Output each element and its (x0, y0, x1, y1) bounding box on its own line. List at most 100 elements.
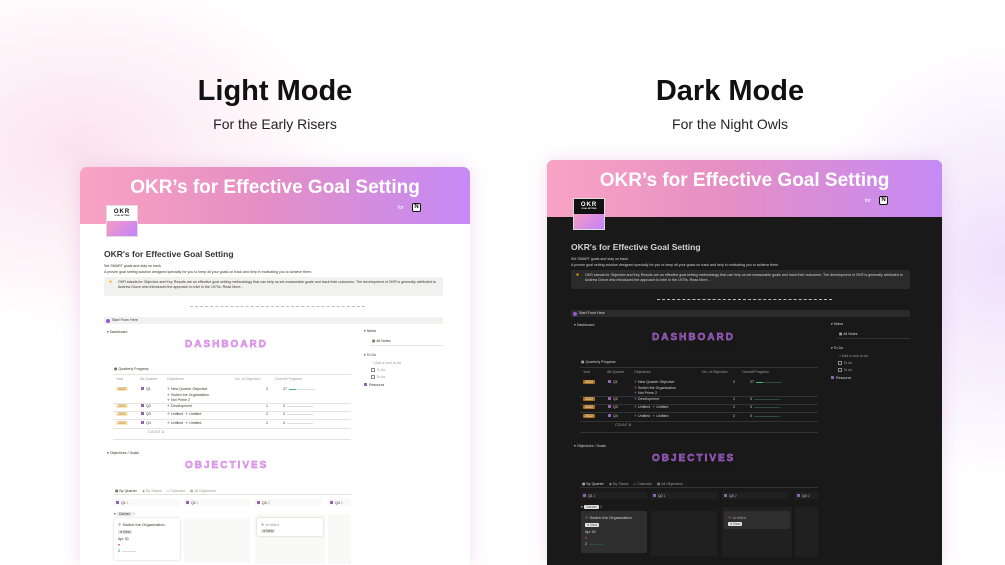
start-icon (573, 311, 577, 316)
group-career[interactable]: ▾ Career 2 (581, 505, 602, 509)
objectives-toggle[interactable]: ▾ Objectives / Goals (107, 451, 139, 455)
resource-link[interactable]: Resource (364, 383, 384, 387)
tab-by-quarter[interactable]: ▦ By Quarter (582, 482, 604, 486)
table-row[interactable]: 2022 (116, 404, 128, 408)
col-progress[interactable]: Overall Progress (742, 370, 769, 374)
table-row[interactable]: 2022 (583, 380, 595, 384)
progress-cell: 0 (750, 405, 780, 409)
board-column-header[interactable]: Q1 1 (581, 492, 647, 499)
progress-value: 0 (750, 414, 752, 418)
notes-toggle[interactable]: ▾ Notes (364, 329, 377, 333)
dark-mode-preview: OKR’s for Effective Goal Setting OKR GOAL… (547, 160, 942, 565)
objective-card[interactable]: ✢ Untitled ● New (257, 518, 323, 536)
tab-label: Quarterly Progress (118, 367, 149, 371)
notes-toggle[interactable]: ▾ Notes (831, 322, 844, 326)
table-row[interactable]: 2022 (583, 414, 595, 418)
todo-toggle[interactable]: ▾ To Do (831, 346, 844, 350)
board-column-header[interactable]: Q1 1 (114, 499, 180, 506)
objective-link[interactable]: ✢ Switch the Organization (634, 385, 676, 390)
todo-checkbox[interactable] (838, 361, 842, 365)
col-quarter[interactable]: Att Quarter (140, 377, 158, 381)
table-row[interactable]: 2022 (116, 412, 128, 416)
lightbulb-icon: ● (576, 272, 580, 278)
objectives-toggle[interactable]: ▾ Objectives / Goals (574, 444, 606, 448)
todo-label: To Do (833, 346, 844, 350)
objective-link[interactable]: ✢ Development (634, 397, 660, 401)
banner-title: OKR’s for Effective Goal Setting (130, 177, 420, 198)
todo-item: To do (371, 368, 385, 372)
tab-by-quarter[interactable]: ▦ By Quarter (115, 489, 137, 493)
objective-link[interactable]: ✢ Switch the Organization (167, 392, 209, 397)
todo-checkbox[interactable] (371, 368, 375, 372)
board-column-header[interactable]: Q3 2 (255, 499, 321, 506)
board-column-header[interactable]: Q3 2 (722, 492, 788, 499)
objective-card[interactable]: ✢ Switch the Organization ● New Apr 30 ♥… (581, 511, 647, 553)
objective-link[interactable]: ✢ Development (167, 404, 193, 408)
tab-quarterly-progress[interactable]: ▦ Quarterly Progress (581, 360, 616, 364)
tab-all-objectives[interactable]: ▦ All Objectives (657, 482, 683, 486)
col-count[interactable]: No. of Objective (702, 370, 728, 374)
todo-checkbox[interactable] (371, 375, 375, 379)
objective-link[interactable]: ✢ Untitled (167, 412, 184, 416)
table-bottom-border (113, 439, 351, 440)
objective-link[interactable]: ✢ Untitled (634, 414, 651, 418)
col-objectives[interactable]: Objectives (167, 377, 184, 381)
tab-by-status[interactable]: ◉ By Status (609, 482, 629, 486)
board-column-header[interactable]: Q4 2 (795, 492, 818, 499)
progress-bar (287, 422, 313, 424)
all-notes-tab[interactable]: ▦ All Notes (372, 339, 391, 343)
group-count: 2 (599, 505, 602, 509)
col-quarter[interactable]: Att Quarter (607, 370, 625, 374)
start-from-here[interactable]: Start From Here (104, 317, 443, 324)
col-progress[interactable]: Overall Progress (275, 377, 302, 381)
col-year[interactable]: Year (116, 377, 124, 381)
todo-toggle[interactable]: ▾ To Do (364, 353, 377, 357)
objective-link[interactable]: ✢ Untitled (634, 405, 651, 409)
tab-calendar[interactable]: ▭ Calendar (166, 489, 185, 493)
table-row[interactable]: 2022 (583, 397, 595, 401)
start-from-here[interactable]: Start From Here (571, 310, 910, 317)
todo-checkbox[interactable] (838, 368, 842, 372)
heart-icon: ♥ (585, 536, 588, 540)
objective-link[interactable]: ✢ Untitled (652, 414, 669, 418)
objective-name: Switch the Organization (638, 385, 676, 390)
tab-by-status[interactable]: ◉ By Status (142, 489, 162, 493)
tab-all-objectives[interactable]: ▦ All Objectives (190, 489, 216, 493)
col-year[interactable]: Year (583, 370, 591, 374)
board-column-header[interactable]: Q2 1 (184, 499, 250, 506)
table-row[interactable]: 2022 (116, 421, 128, 425)
resource-link[interactable]: Resource (831, 376, 851, 380)
board-column-header[interactable]: Q4 2 (328, 499, 351, 506)
dashboard-toggle[interactable]: ▾ Dashboard (574, 323, 595, 327)
group-career[interactable]: ▾ Career 2 (114, 512, 135, 516)
objectives-heading: OBJECTIVES (652, 453, 736, 464)
row-divider (113, 403, 351, 404)
col-count[interactable]: No. of Objective (235, 377, 261, 381)
add-todo-button[interactable]: + Add a new to-do (839, 354, 869, 358)
table-row[interactable]: 2022 (116, 387, 128, 391)
table-row[interactable]: 2022 (583, 405, 595, 409)
column-count: 2 (340, 500, 343, 505)
all-notes-tab[interactable]: ▦ All Notes (839, 332, 858, 336)
tab-calendar[interactable]: ▭ Calendar (633, 482, 652, 486)
objective-link[interactable]: ✢ Untitled (167, 421, 184, 425)
tab-quarterly-progress[interactable]: ▦ Quarterly Progress (114, 367, 149, 371)
col-objectives[interactable]: Objectives (634, 370, 651, 374)
todo-text: To do (843, 368, 853, 372)
view-label: By Quarter (586, 482, 604, 486)
objective-link[interactable]: ✢ Untitled (185, 412, 202, 416)
objective-link[interactable]: ✢ Untitled (652, 405, 669, 409)
objectives-cell: ✢ Development (634, 397, 661, 401)
count-label: COUNT (615, 423, 628, 427)
objective-link[interactable]: ✢ Untitled (185, 421, 202, 425)
objective-card[interactable]: ✢ Untitled ● New (724, 511, 790, 529)
objective-link[interactable]: ✢ New Quarter Objective (167, 387, 208, 391)
objective-card[interactable]: ✢ Switch the Organization ● New Apr 30 ♥… (114, 518, 180, 560)
objective-link[interactable]: ✢ Not Prime 2 (634, 391, 657, 395)
add-todo-button[interactable]: + Add a new to-do (372, 361, 402, 365)
board-column-header[interactable]: Q2 1 (651, 492, 717, 499)
dashboard-toggle[interactable]: ▾ Dashboard (107, 330, 128, 334)
objective-link[interactable]: ✢ Not Prime 2 (167, 398, 190, 402)
objectives-cell: ✢ Untitled ✢ Untitled (167, 412, 203, 416)
objective-link[interactable]: ✢ New Quarter Objective (634, 380, 675, 384)
